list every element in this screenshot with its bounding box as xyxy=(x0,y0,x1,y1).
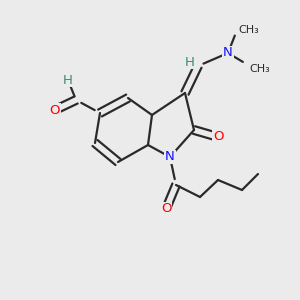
Text: O: O xyxy=(213,130,223,143)
Text: O: O xyxy=(50,103,60,116)
Text: N: N xyxy=(165,151,175,164)
Text: CH₃: CH₃ xyxy=(250,64,270,74)
Text: H: H xyxy=(63,74,73,86)
Text: N: N xyxy=(223,46,233,59)
Text: CH₃: CH₃ xyxy=(238,25,260,35)
Text: O: O xyxy=(161,202,171,215)
Text: H: H xyxy=(185,56,195,68)
